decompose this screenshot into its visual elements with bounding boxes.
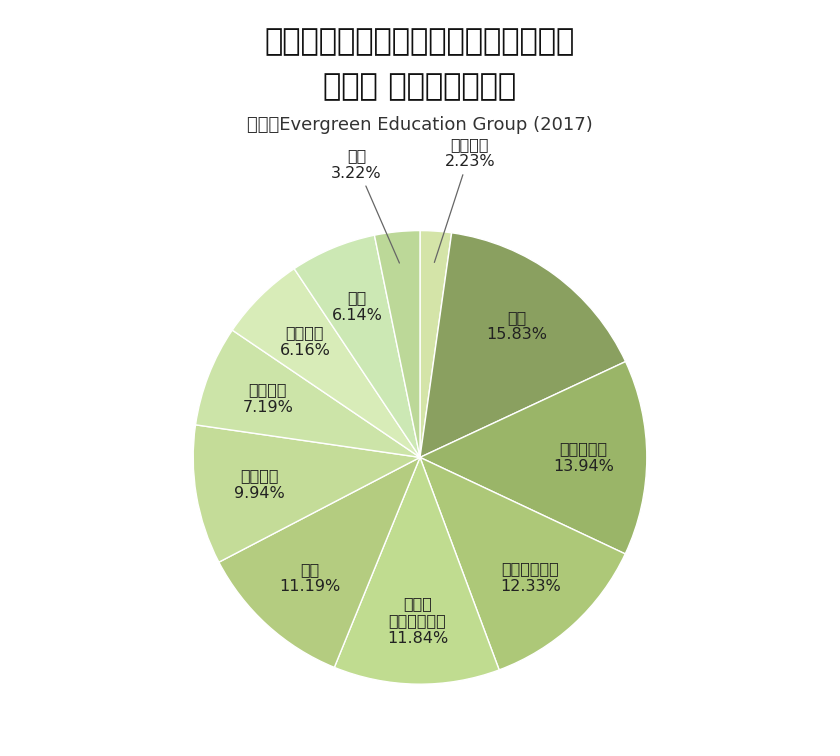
Text: 選択科目
7.19%: 選択科目 7.19% bbox=[242, 382, 293, 414]
Text: 技術
6.14%: 技術 6.14% bbox=[332, 290, 382, 323]
Text: 国語（英語）
12.33%: 国語（英語） 12.33% bbox=[500, 562, 561, 593]
Text: 理科
11.19%: 理科 11.19% bbox=[280, 562, 341, 594]
Text: 教科別 受講者数の割合: 教科別 受講者数の割合 bbox=[323, 73, 517, 101]
Wedge shape bbox=[420, 361, 647, 554]
Wedge shape bbox=[420, 233, 626, 457]
Text: 算数・数学
13.94%: 算数・数学 13.94% bbox=[553, 442, 614, 474]
Text: 外国語
（英語以外）
11.84%: 外国語 （英語以外） 11.84% bbox=[387, 596, 448, 646]
Text: 運転教育
6.16%: 運転教育 6.16% bbox=[280, 325, 330, 358]
Wedge shape bbox=[219, 457, 420, 668]
Wedge shape bbox=[193, 425, 420, 562]
Wedge shape bbox=[375, 231, 420, 457]
Wedge shape bbox=[233, 268, 420, 457]
Wedge shape bbox=[196, 330, 420, 457]
Text: そのほか
2.23%: そのほか 2.23% bbox=[434, 137, 496, 262]
Text: 保健体育
9.94%: 保健体育 9.94% bbox=[234, 469, 285, 501]
Wedge shape bbox=[420, 457, 625, 670]
Text: 社会
15.83%: 社会 15.83% bbox=[486, 310, 548, 342]
Text: 出典：Evergreen Education Group (2017): 出典：Evergreen Education Group (2017) bbox=[247, 116, 593, 134]
Text: 芸術
3.22%: 芸術 3.22% bbox=[331, 148, 400, 263]
Wedge shape bbox=[334, 457, 499, 684]
Text: アメリカの州立バーチャル・スクール: アメリカの州立バーチャル・スクール bbox=[265, 27, 575, 56]
Wedge shape bbox=[420, 231, 452, 457]
Wedge shape bbox=[294, 235, 420, 457]
